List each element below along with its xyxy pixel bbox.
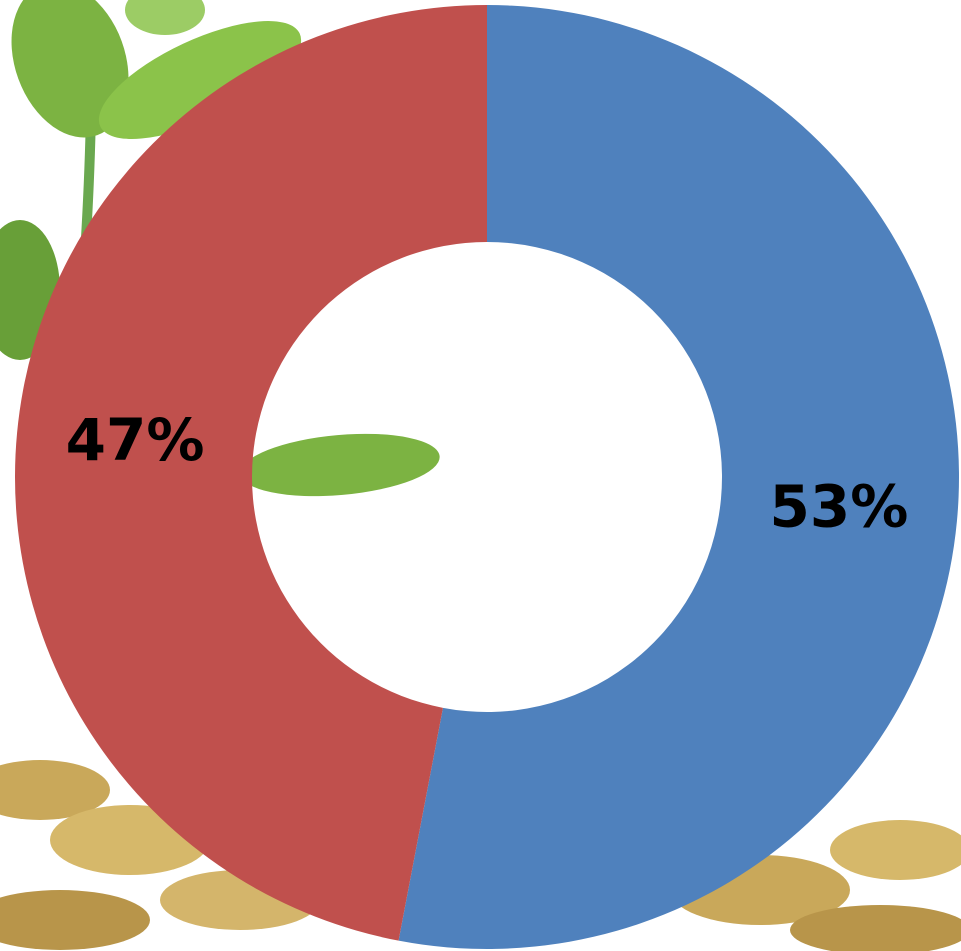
slice: [398, 5, 959, 949]
slice: [14, 5, 488, 941]
data-label: 47%: [66, 406, 205, 474]
data-label: 53%: [770, 472, 909, 540]
